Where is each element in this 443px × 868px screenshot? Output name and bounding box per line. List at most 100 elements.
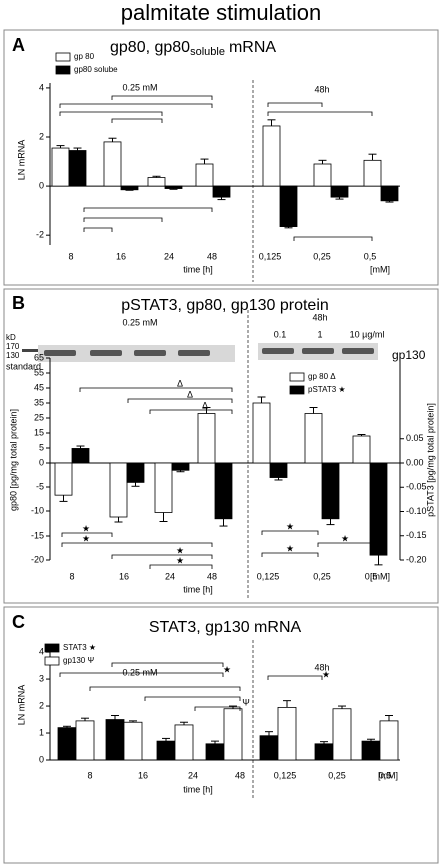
blot-text: kD [6,333,16,342]
concentration: 1 [317,329,322,339]
y-tick-label: 15 [34,427,44,437]
blot-band [90,350,122,356]
panel-frame [3,29,439,286]
annotation: ★ [286,521,294,531]
legend-label: gp 80 Δ [308,372,336,381]
bar [361,740,381,761]
y-tick-label: -20 [31,554,44,564]
bar [54,462,73,496]
y2-tick-label: -0.20 [406,554,427,564]
x-axis-label: time [h] [183,784,213,794]
legend-swatch [55,65,71,75]
significance-bracket [149,409,233,414]
bar [214,462,233,520]
y-tick-label: 5 [39,442,44,452]
legend-swatch [44,656,60,666]
significance-bracket [59,672,224,677]
x-axis-label: [mM] [370,571,390,581]
legend-swatch [289,372,305,382]
bar [369,462,388,556]
x-tick-label: 0,25 [313,251,331,261]
annotation: ★ [322,669,330,679]
y-axis-label: gp80 [pg/mg total protein] [8,409,18,511]
bar [126,462,145,483]
x-tick-label: 8 [68,251,73,261]
bar [332,708,352,761]
significance-bracket [83,227,113,232]
significance-bracket [144,696,241,701]
x-tick-label: 0,25 [313,571,331,581]
bar [277,706,297,761]
panel-title: pSTAT3, gp80, gp130 protein [121,297,329,314]
significance-bracket [59,103,213,108]
significance-bracket [111,118,163,123]
x-tick-label: 24 [165,571,175,581]
significance-bracket [61,532,113,537]
x-tick-label: 0,5 [364,251,377,261]
x-axis-label: time [h] [183,264,213,274]
bar [279,185,298,227]
x-tick-label: 0,5 [379,770,392,780]
y-tick-label: -5 [36,481,44,491]
bar [212,185,231,198]
y-tick-label: -15 [31,530,44,540]
y-tick-label: 4 [39,82,44,92]
y-tick-label: 2 [39,700,44,710]
bar [352,435,371,464]
panel-frame [3,606,439,864]
title-part: mRNA [229,39,276,56]
bar [51,147,70,187]
bar [252,402,271,464]
x-tick-label: 16 [119,571,129,581]
significance-bracket [83,217,163,222]
y-tick-label: 0 [39,754,44,764]
annotation: ★ [176,545,184,555]
bar [223,708,243,761]
significance-bracket [261,530,319,535]
legend-label: STAT3 ★ [63,643,96,652]
blot-band [178,350,210,356]
blot-band [44,350,76,356]
significance-bracket [89,686,241,691]
concentration: 10 µg/ml [350,329,385,339]
title-subscript: soluble [190,46,225,58]
annotation: ★ [341,533,349,543]
significance-bracket [317,542,373,547]
legend-label: gp80 solube [74,65,118,74]
x-tick-label: 0,125 [257,571,280,581]
y-tick-label: 2 [39,131,44,141]
blot-text: 130 [6,351,20,360]
y2-tick-label: -0.15 [406,530,427,540]
significance-bracket [79,387,233,392]
bar [120,185,139,191]
bar [109,462,128,518]
y-axis-label: LN mRNA [16,685,26,726]
bar [147,177,166,187]
significance-bracket [111,662,224,667]
y-tick-label: 25 [34,412,44,422]
bar [174,724,194,761]
bar [195,163,214,187]
significance-bracket [127,398,233,403]
panel-title: STAT3, gp130 mRNA [149,619,302,636]
x-axis-label: [mM] [370,264,390,274]
significance-bracket [83,207,213,212]
significance-bracket [149,564,213,569]
y-axis-label: LN mRNA [16,140,26,181]
y2-tick-label: -0.05 [406,482,427,492]
blot-protein: gp130 [392,348,426,362]
annotation: ★ [223,664,231,674]
y-tick-label: 35 [34,397,44,407]
panel-frame [3,288,439,604]
x-tick-label: 16 [116,251,126,261]
y-tick-label: 0 [39,180,44,190]
bar [313,163,332,187]
bar [57,727,77,761]
panel-label: B [12,293,25,313]
annotation: ★ [286,543,294,553]
x-tick-label: 8 [87,770,92,780]
x-tick-label: 24 [164,251,174,261]
bar [259,735,279,761]
x-tick-label: 0,25 [328,770,346,780]
x-tick-label: 0,125 [274,770,297,780]
